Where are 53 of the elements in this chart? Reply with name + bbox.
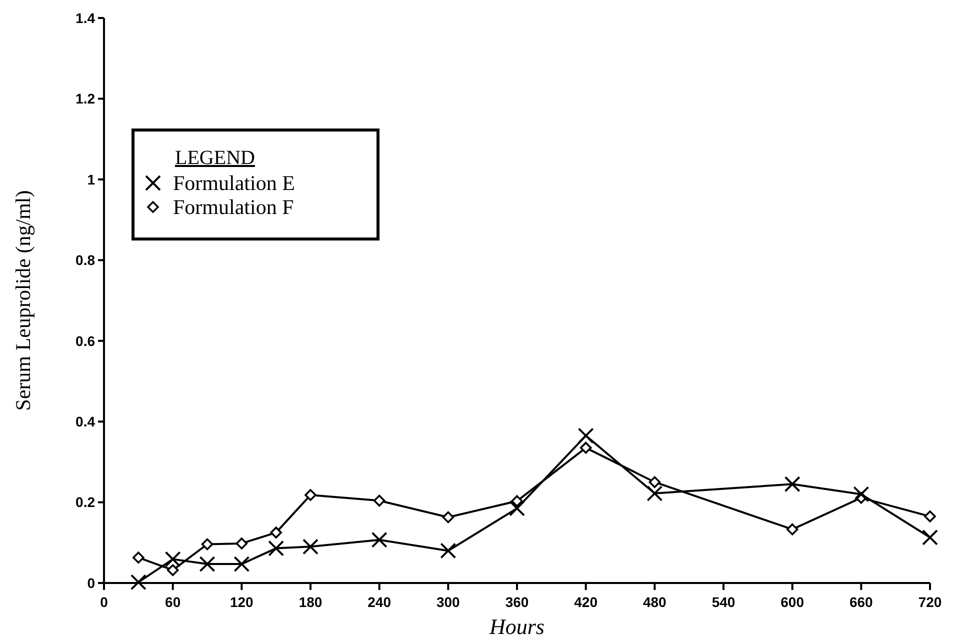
point xyxy=(234,556,250,572)
point xyxy=(784,476,800,492)
point xyxy=(166,564,179,576)
x-axis-title: Hours xyxy=(488,614,545,639)
point xyxy=(268,540,284,556)
legend-title: LEGEND xyxy=(175,147,255,169)
y-tick-label: 0.6 xyxy=(76,332,96,349)
point xyxy=(922,529,938,546)
x-tick-label: 600 xyxy=(780,594,804,610)
x-tick-label: 720 xyxy=(918,594,942,610)
x-tick-label: 420 xyxy=(574,594,598,610)
point xyxy=(132,552,144,564)
point xyxy=(270,526,282,538)
legend-label: Formulation E xyxy=(173,171,295,195)
point xyxy=(236,538,248,550)
x-tick-label: 0 xyxy=(100,594,108,610)
x-tick-label: 300 xyxy=(436,594,460,610)
point xyxy=(786,523,798,536)
x-tick-label: 360 xyxy=(505,594,529,610)
y-tick-label: 0.4 xyxy=(76,413,96,430)
point xyxy=(578,428,594,444)
y-axis-title: Serum Leuprolide (ng/ml) xyxy=(11,190,35,411)
y-tick-label: 1.4 xyxy=(76,10,96,26)
point xyxy=(648,476,661,488)
x-tick-label: 60 xyxy=(165,594,181,610)
point xyxy=(853,486,870,502)
y-tick-label: 0 xyxy=(87,574,96,591)
y-tick-label: 0.8 xyxy=(76,252,96,268)
point xyxy=(199,556,216,572)
point xyxy=(130,574,146,590)
x-tick-label: 480 xyxy=(642,594,667,610)
x-tick-label: 120 xyxy=(230,594,254,610)
point xyxy=(201,538,214,550)
point xyxy=(440,542,456,559)
point xyxy=(304,489,316,501)
y-tick-label: 1.2 xyxy=(76,90,96,107)
point xyxy=(511,495,523,507)
point xyxy=(646,485,663,502)
point xyxy=(509,500,525,516)
point xyxy=(580,442,592,454)
point xyxy=(442,511,454,524)
point xyxy=(924,510,936,522)
y-tick-label: 1 xyxy=(87,171,96,188)
x-tick-label: 240 xyxy=(368,594,392,610)
y-tick-label: 0.2 xyxy=(76,494,96,510)
point xyxy=(371,532,388,548)
x-tick-label: 660 xyxy=(849,594,874,610)
x-tick-label: 540 xyxy=(712,594,736,610)
point xyxy=(164,551,181,568)
point xyxy=(302,538,318,555)
point xyxy=(373,494,386,507)
legend-label: Formulation F xyxy=(173,195,294,219)
x-tick-label: 180 xyxy=(298,594,322,610)
